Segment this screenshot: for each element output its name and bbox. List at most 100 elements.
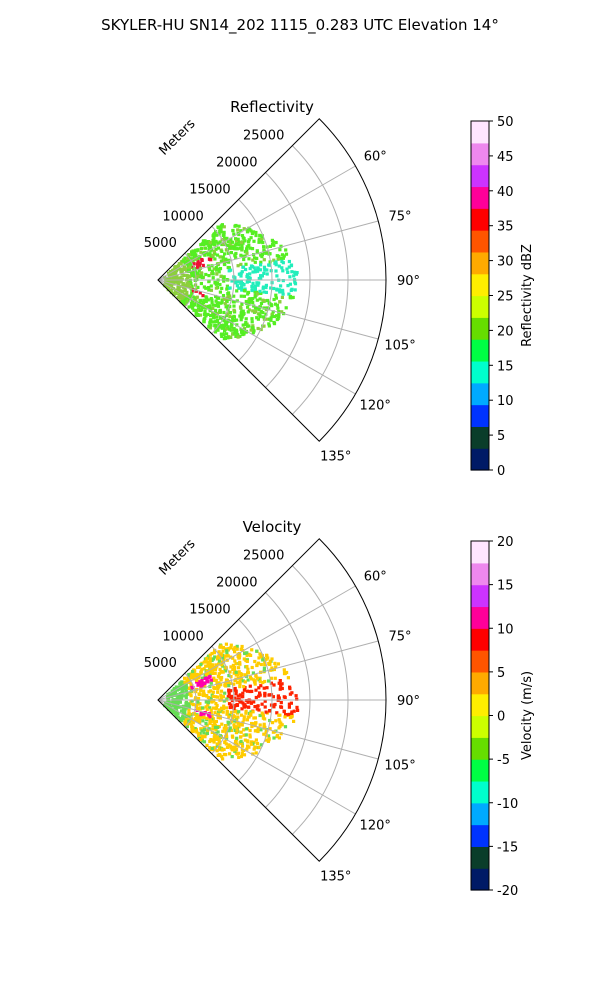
field-cell [233,247,237,251]
field-cell [279,684,283,688]
field-cell [243,239,247,243]
field-cell [220,660,224,664]
field-cell [201,706,205,710]
field-cell [213,671,217,675]
angle-spoke [157,585,356,701]
field-cell [241,679,245,683]
field-cell [246,739,250,743]
field-cell [204,295,208,299]
field-cell [265,272,269,276]
field-cell [240,310,244,314]
field-cell [214,268,219,272]
field-cell [252,722,256,726]
field-cell [258,268,263,272]
field-cell [235,284,239,288]
field-cell [209,323,213,327]
field-cell [173,707,177,711]
field-cell [190,699,194,703]
field-cell [212,699,216,703]
field-cell [214,666,218,670]
field-cell [234,256,238,260]
field-cell [242,289,247,293]
field-cell [217,650,221,654]
field-cell [277,718,281,722]
field-cell [211,238,215,242]
field-cell [247,324,251,328]
field-cell [241,332,245,337]
field-cell [219,696,223,700]
field-cell [246,667,250,671]
field-cell [242,685,246,689]
field-cell [224,678,229,682]
field-cell [199,246,203,251]
field-cell [216,735,220,739]
field-cell [226,720,230,724]
field-cell [210,242,214,246]
field-cell [222,225,226,229]
field-cell [233,688,237,692]
field-cell [190,299,194,303]
field-cell [206,701,211,705]
field-cell [274,296,278,300]
field-cell [248,684,252,688]
field-cell [264,730,268,734]
field-cell [227,702,232,706]
field-cell [245,651,249,655]
field-cell [268,709,272,713]
field-cell [234,237,238,241]
colorbar-segment [471,360,489,384]
field-cell [222,310,226,315]
field-cell [220,286,224,290]
colorbar-segment [471,802,489,826]
field-cell [278,300,282,304]
field-cell [224,257,228,261]
field-cell [224,735,228,739]
field-cell [258,691,262,695]
field-cell [254,268,258,272]
field-cell [258,297,262,301]
field-cell [174,291,178,295]
field-cell [227,688,231,692]
field-cell [230,279,234,283]
field-cell [226,240,230,244]
field-cell [209,689,213,693]
field-cell [245,280,249,284]
field-cell [240,244,244,248]
field-cell [279,244,283,248]
field-cell [195,730,199,734]
field-cell [258,680,262,684]
field-cell [275,287,279,291]
field-cell [227,260,231,264]
field-cell [281,292,285,296]
field-cell [220,249,224,253]
field-cell [212,233,216,237]
colorbar-segment [471,426,489,449]
field-cell [197,682,201,686]
field-cell [201,683,205,687]
field-cell [253,745,257,749]
field-cell [278,248,282,252]
field-cell [195,678,199,682]
field-cell [218,267,223,271]
field-cell [240,713,244,717]
field-cell [249,710,253,714]
field-cell [251,258,255,262]
field-cell [221,332,225,336]
field-cell [233,331,237,335]
field-cell [227,692,231,696]
field-cell [243,673,247,677]
field-cell [271,242,275,246]
field-cell [187,672,191,677]
field-cell [255,649,259,653]
field-cell [218,753,222,757]
field-cell [229,237,233,241]
field-cell [178,717,182,721]
field-cell [225,697,229,701]
field-cell [186,281,191,285]
field-cell [242,688,246,692]
field-cell [187,686,191,690]
field-cell [203,299,207,303]
field-cell [227,327,232,331]
field-cell [255,741,260,746]
